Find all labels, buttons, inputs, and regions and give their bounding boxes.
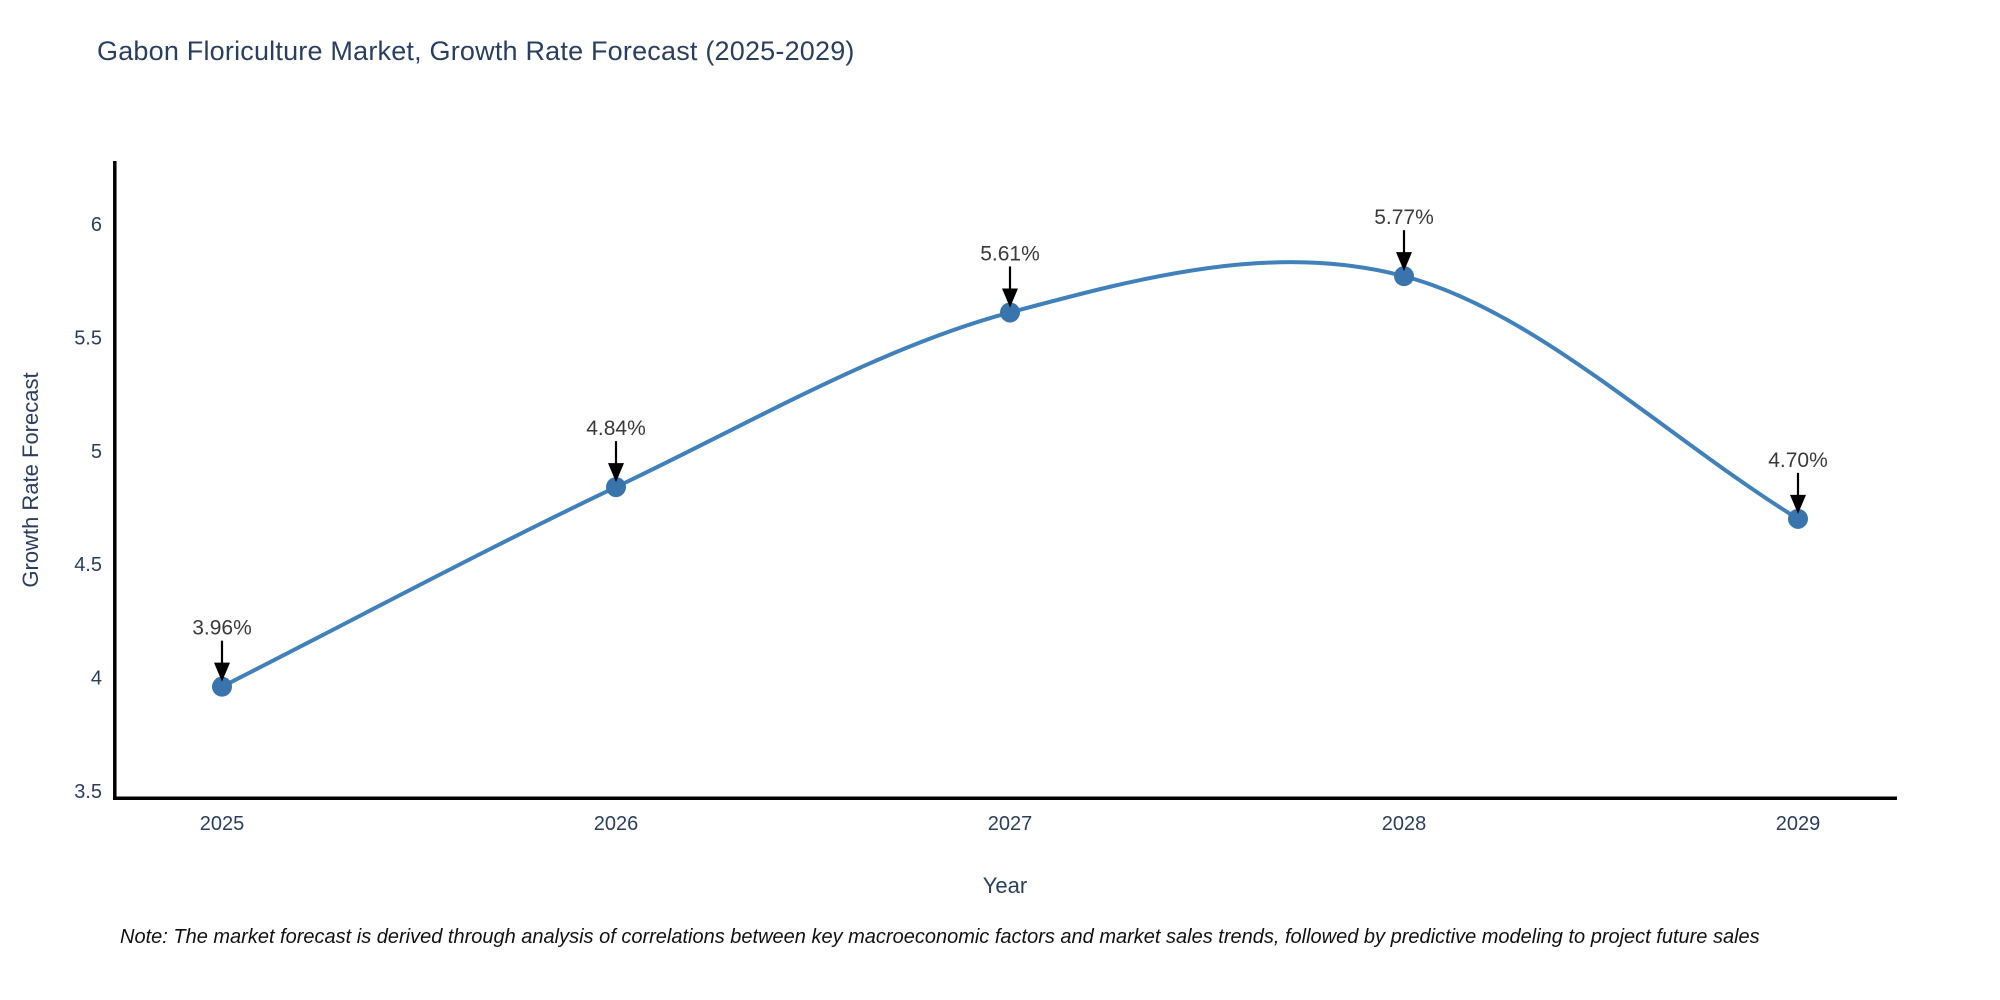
annotation-arrowhead-icon	[1396, 252, 1412, 272]
y-tick-label: 3.5	[74, 781, 102, 803]
y-tick-label: 4	[91, 668, 102, 690]
annotation-arrowhead-icon	[1002, 288, 1018, 308]
trend-line	[220, 260, 1800, 689]
x-tick-label: 2025	[200, 813, 245, 835]
annotation-arrowhead-icon	[608, 463, 624, 483]
data-point-marker	[1000, 302, 1020, 323]
y-tick-label: 4.5	[74, 554, 102, 576]
annotation-value-label: 5.61%	[980, 242, 1040, 265]
data-point-marker	[1788, 508, 1808, 529]
x-tick-label: 2028	[1382, 813, 1427, 835]
y-tick-label: 6	[91, 214, 102, 236]
annotation-arrowhead-icon	[214, 662, 230, 682]
data-point-marker	[1394, 266, 1414, 287]
x-tick-label: 2027	[988, 813, 1033, 835]
annotation-arrowhead-icon	[1790, 494, 1806, 514]
annotation-value-label: 4.70%	[1768, 449, 1828, 472]
annotation-value-label: 4.84%	[586, 417, 646, 440]
chart-footnote: Note: The market forecast is derived thr…	[120, 926, 1760, 948]
annotation-value-label: 3.96%	[192, 617, 252, 640]
y-tick-label: 5.5	[74, 327, 102, 349]
x-tick-label: 2026	[594, 813, 639, 835]
annotation-value-label: 5.77%	[1374, 206, 1434, 229]
data-point-marker	[212, 676, 232, 697]
x-axis-title: Year	[983, 873, 1027, 898]
x-tick-label: 2029	[1776, 813, 1821, 835]
data-point-marker	[606, 477, 626, 498]
y-axis-title: Growth Rate Forecast	[18, 372, 43, 587]
page-title: Gabon Floriculture Market, Growth Rate F…	[97, 36, 855, 66]
y-tick-label: 5	[91, 441, 102, 463]
